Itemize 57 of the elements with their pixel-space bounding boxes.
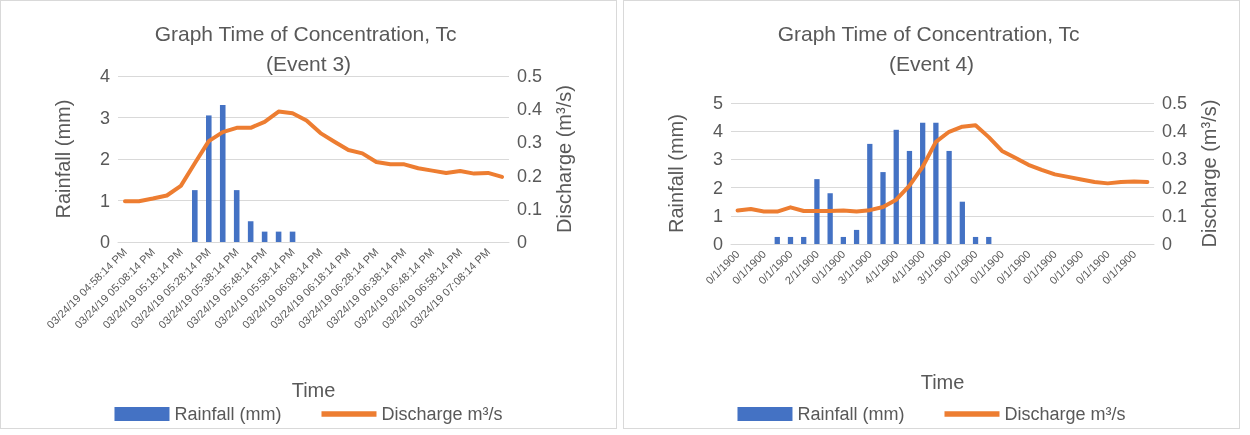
bar — [986, 236, 992, 244]
bar — [946, 150, 952, 244]
legend-label: Rainfall (mm) — [797, 404, 905, 424]
y-tick-label: 0 — [99, 232, 110, 252]
bar — [219, 105, 226, 242]
legend-label: Discharge m³/s — [381, 404, 503, 424]
bar — [192, 190, 198, 242]
y-tick-label: 3 — [712, 149, 723, 170]
bar — [814, 179, 820, 244]
y-tick-label: 3 — [99, 107, 110, 128]
y2-axis-title: Discharge (m³/s) — [553, 85, 575, 233]
x-axis-title: Time — [920, 371, 965, 393]
bar — [893, 129, 899, 244]
bar — [840, 236, 846, 244]
y-axis-title: Rainfall (mm) — [52, 99, 74, 219]
x-axis-title: Time — [291, 379, 336, 401]
chart-title: Graph Time of Concentration, Tc (Event 3) — [154, 21, 463, 75]
y-tick-label: 2 — [712, 177, 723, 198]
y-tick-label: 4 — [99, 66, 110, 86]
line-series — [122, 109, 505, 204]
y2-tick-label: 0.5 — [517, 66, 543, 86]
y2-tick-label: 0.4 — [517, 99, 543, 120]
bar — [867, 143, 873, 244]
y2-tick-label: 0.5 — [1162, 93, 1188, 113]
chart-title: Graph Time of Concentration, Tc (Event 4) — [777, 21, 1086, 75]
bar — [774, 236, 780, 244]
y2-tick-label: 0.2 — [517, 165, 543, 186]
y-tick-label: 5 — [712, 93, 723, 113]
y-tick-label: 1 — [712, 205, 723, 226]
y2-tick-label: 0.3 — [1162, 149, 1188, 170]
bar — [827, 193, 833, 244]
bar — [959, 201, 965, 244]
bar — [880, 172, 886, 244]
y2-tick-label: 0 — [517, 232, 528, 252]
y-tick-label: 1 — [99, 190, 110, 211]
bar — [801, 236, 807, 244]
y-tick-label: 0 — [712, 234, 723, 254]
legend-label: Rainfall (mm) — [174, 404, 282, 424]
y-axis-title: Rainfall (mm) — [665, 114, 687, 233]
bar — [205, 115, 212, 242]
y2-tick-label: 0.2 — [1162, 177, 1188, 198]
y-tick-label: 2 — [99, 149, 110, 169]
legend-label: Discharge m³/s — [1004, 404, 1126, 424]
bar — [972, 236, 979, 244]
y-tick-label: 4 — [712, 121, 723, 142]
bar — [853, 229, 860, 244]
y2-tick-label: 0.4 — [1162, 121, 1188, 142]
bar — [247, 221, 254, 242]
y2-tick-label: 0 — [1162, 234, 1173, 254]
bar — [787, 236, 794, 244]
bar — [933, 122, 939, 244]
y2-tick-label: 0.1 — [517, 198, 543, 219]
y2-tick-label: 0.1 — [1162, 205, 1188, 226]
line-series — [735, 123, 1150, 214]
bar — [233, 190, 240, 242]
y2-tick-label: 0.3 — [517, 132, 543, 153]
y2-axis-title: Discharge (m³/s) — [1198, 99, 1220, 248]
